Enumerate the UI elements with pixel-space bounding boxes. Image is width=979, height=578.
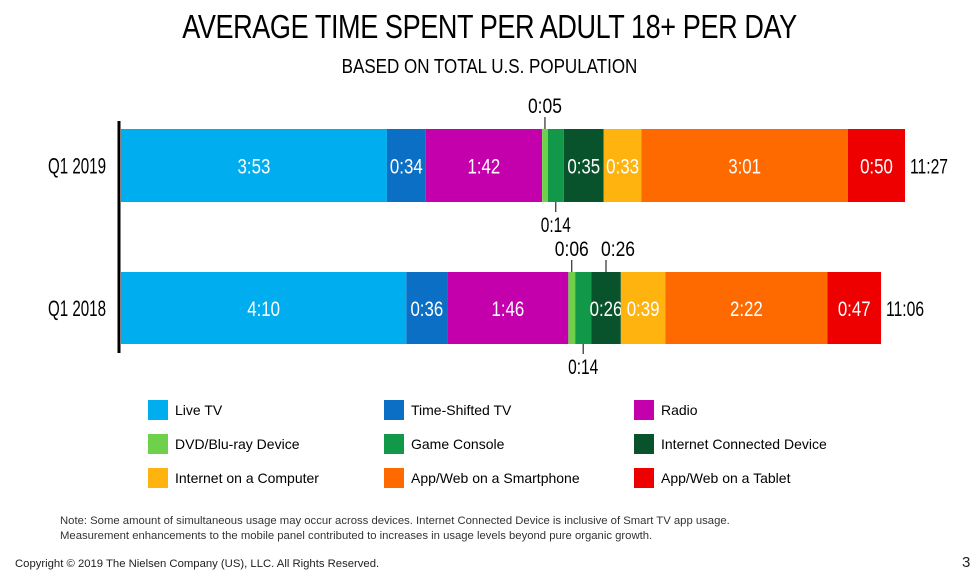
- bar-segment: [406, 272, 448, 344]
- total-label: 11:06: [886, 298, 924, 321]
- data-label: 0:33: [606, 156, 639, 179]
- bar-segment: [563, 129, 604, 202]
- bar-segment: [547, 129, 564, 202]
- legend-label: Game Console: [411, 436, 505, 452]
- bar-segment: [591, 272, 621, 344]
- callout-label: 0:26: [601, 238, 635, 261]
- legend-label: DVD/Blu-ray Device: [175, 436, 300, 452]
- page-number: 3: [962, 554, 971, 571]
- legend-item: Radio: [634, 400, 698, 420]
- legend-item: App/Web on a Smartphone: [384, 468, 580, 488]
- legend-item: Internet on a Computer: [148, 468, 319, 488]
- data-label: 3:53: [238, 156, 271, 179]
- legend-item: Internet Connected Device: [634, 434, 827, 454]
- legend-item: App/Web on a Tablet: [634, 468, 790, 488]
- stacked-bar-chart: Q1 2019 3:53 0:34 1:42 0:35 0:33 3:01 0:50 11:27…: [48, 95, 948, 379]
- legend-item: Live TV: [148, 400, 222, 420]
- bar-segment: [425, 129, 543, 202]
- callout-label: 0:14: [541, 214, 571, 237]
- bar-segment: [641, 129, 848, 202]
- bar-segment: [620, 272, 666, 344]
- legend-swatch: [148, 468, 168, 488]
- legend-item: Game Console: [384, 434, 504, 454]
- copyright: Copyright © 2019 The Nielsen Company (US…: [15, 558, 380, 570]
- legend-swatch: [634, 434, 654, 454]
- legend-label: Internet Connected Device: [661, 436, 827, 452]
- bar-segment: [447, 272, 569, 344]
- legend-item: DVD/Blu-ray Device: [148, 434, 299, 454]
- callout-label: 0:05: [528, 95, 562, 118]
- footnote-line-2: Measurement enhancements to the mobile p…: [60, 530, 653, 542]
- legend-label: App/Web on a Smartphone: [411, 470, 580, 486]
- data-label: 0:50: [860, 156, 893, 179]
- footnote-line-1: Note: Some amount of simultaneous usage …: [60, 515, 730, 527]
- data-label: 4:10: [247, 298, 280, 321]
- data-label: 0:39: [627, 298, 660, 321]
- chart-subtitle: BASED ON TOTAL U.S. POPULATION: [341, 56, 638, 78]
- bar-segment: [827, 272, 882, 344]
- data-label: 0:35: [567, 156, 600, 179]
- bar-segment: [575, 272, 592, 344]
- chart-title: AVERAGE TIME SPENT PER ADULT 18+ PER DAY: [182, 8, 797, 45]
- legend: Live TV Time-Shifted TV Radio DVD/Blu-ray D…: [148, 400, 908, 500]
- callout-label: 0:14: [568, 356, 598, 379]
- legend-swatch: [384, 434, 404, 454]
- bar-segment: [386, 129, 426, 202]
- bar-segment: [847, 129, 905, 202]
- bar-segment: [121, 129, 387, 202]
- legend-label: Live TV: [175, 402, 223, 418]
- legend-swatch: [634, 400, 654, 420]
- total-label: 11:27: [910, 156, 948, 179]
- bar-segment: [542, 129, 548, 202]
- legend-swatch: [634, 468, 654, 488]
- data-label: 2:22: [730, 298, 763, 321]
- legend-swatch: [384, 468, 404, 488]
- legend-swatch: [384, 400, 404, 420]
- legend-label: Radio: [661, 402, 698, 418]
- legend-label: Time-Shifted TV: [411, 402, 512, 418]
- bar-segment: [568, 272, 576, 344]
- data-label: 0:34: [390, 156, 423, 179]
- bar-segment: [665, 272, 828, 344]
- legend-swatch: [148, 400, 168, 420]
- legend-swatch: [148, 434, 168, 454]
- data-label: 0:47: [838, 298, 871, 321]
- footnote: Note: Some amount of simultaneous usage …: [60, 514, 730, 544]
- data-label: 0:26: [590, 298, 623, 321]
- legend-label: App/Web on a Tablet: [661, 470, 791, 486]
- legend-item: Time-Shifted TV: [384, 400, 511, 420]
- bar-segment: [121, 272, 407, 344]
- data-label: 1:42: [467, 156, 500, 179]
- category-label: Q1 2018: [48, 296, 106, 321]
- bar-segment: [603, 129, 642, 202]
- data-label: 3:01: [728, 156, 761, 179]
- callout-label: 0:06: [555, 238, 589, 261]
- data-label: 1:46: [491, 298, 524, 321]
- category-label: Q1 2019: [48, 154, 106, 179]
- legend-label: Internet on a Computer: [175, 470, 319, 486]
- data-label: 0:36: [410, 298, 443, 321]
